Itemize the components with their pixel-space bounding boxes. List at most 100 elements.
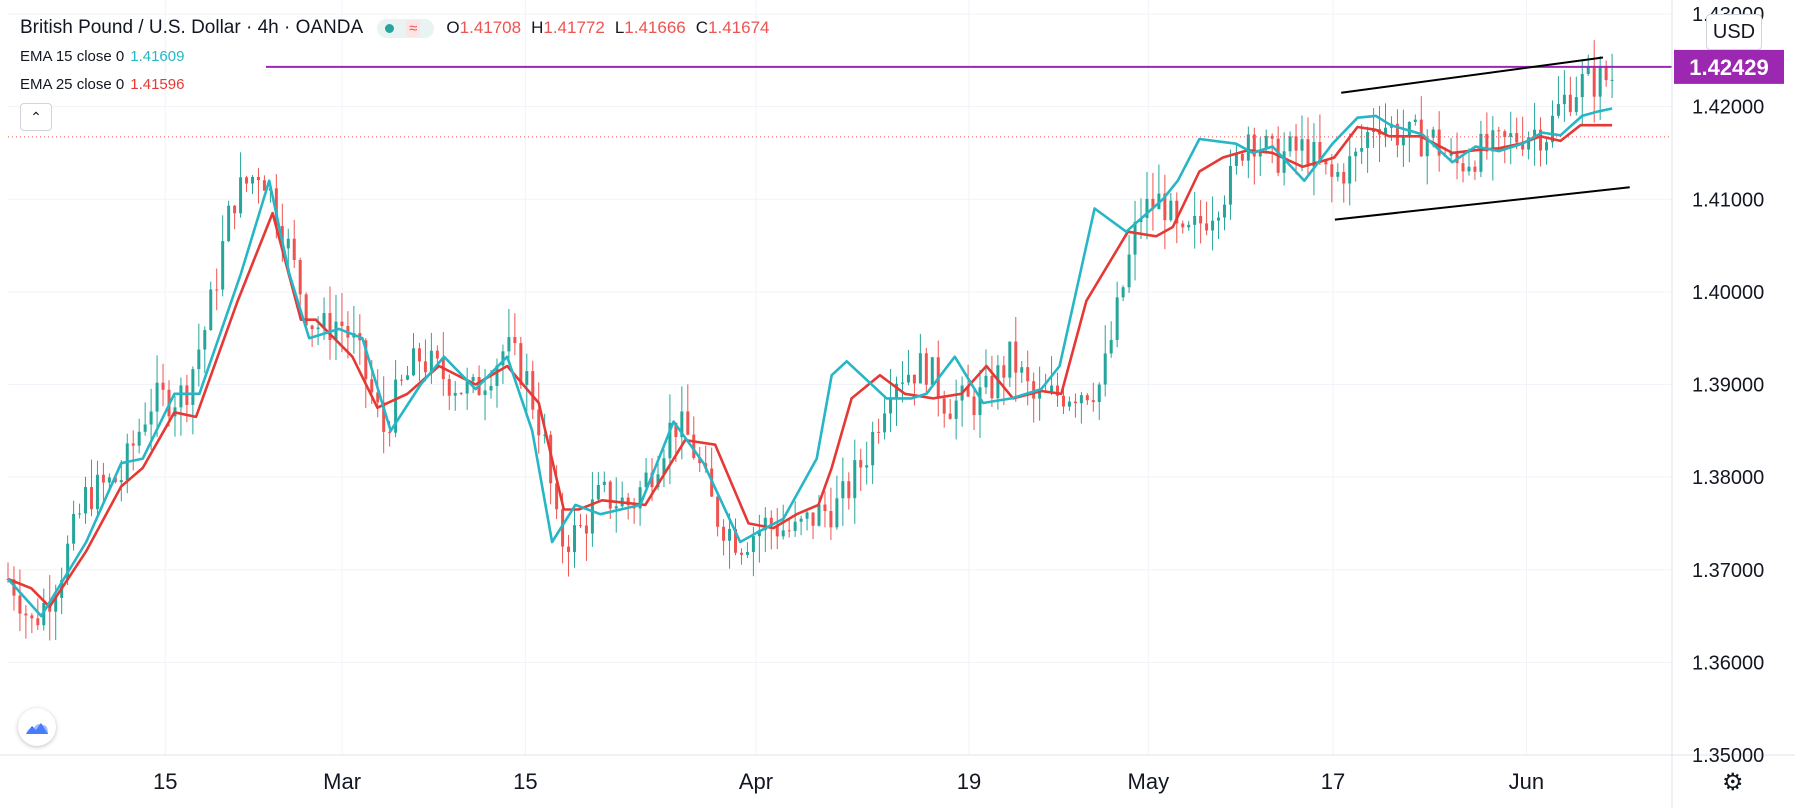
candle-body — [525, 371, 529, 385]
candle — [841, 457, 845, 526]
candle-body — [644, 472, 648, 488]
candle — [1032, 372, 1036, 423]
candle-body — [54, 597, 58, 612]
candle-body — [829, 511, 833, 528]
candle — [1288, 131, 1292, 157]
candle — [1222, 195, 1226, 231]
candle-body — [1568, 94, 1572, 113]
candle-body — [1473, 166, 1477, 172]
candle-body — [1228, 165, 1232, 205]
candle-body — [465, 381, 469, 394]
candle — [1133, 200, 1137, 281]
candle-body — [1431, 129, 1435, 138]
candle-body — [89, 487, 93, 510]
candle — [1163, 174, 1167, 250]
candle-body — [66, 543, 70, 581]
candle — [423, 339, 427, 382]
collapse-legend-button[interactable]: ⌃ — [20, 103, 52, 131]
candle — [1312, 123, 1316, 196]
candle-body — [1067, 401, 1071, 407]
candle — [978, 370, 982, 438]
candle — [1085, 393, 1089, 405]
candle — [578, 513, 582, 529]
candle-body — [400, 379, 404, 381]
symbol-title[interactable]: British Pound / U.S. Dollar · 4h · OANDA — [20, 17, 364, 38]
candle-body — [429, 350, 433, 373]
candle-body — [1240, 154, 1244, 161]
candle-body — [304, 294, 308, 326]
candle — [1103, 325, 1107, 397]
candle — [400, 374, 404, 386]
candle — [716, 492, 720, 537]
candle-body — [668, 422, 672, 459]
candle-body — [942, 398, 946, 414]
candle — [459, 392, 463, 396]
candle-body — [1061, 395, 1065, 407]
candle — [1127, 235, 1131, 294]
candle-body — [930, 357, 934, 385]
candle-body — [1222, 204, 1226, 218]
candle-body — [1258, 149, 1262, 157]
candle-body — [889, 397, 893, 414]
time-tick-label: 19 — [957, 769, 981, 794]
candle-body — [799, 518, 803, 522]
candle-body — [274, 188, 278, 227]
candle — [620, 481, 624, 508]
candle-body — [626, 497, 630, 506]
indicator-ema25[interactable]: EMA 25 close 0 1.41596 — [20, 70, 779, 98]
candle-body — [1395, 123, 1399, 146]
candle — [573, 509, 577, 568]
time-tick-label: 17 — [1321, 769, 1345, 794]
candle — [805, 510, 809, 531]
candle-body — [1217, 217, 1221, 221]
market-open-dot-icon — [385, 23, 395, 33]
chart-overlays — [8, 56, 1672, 221]
indicator-ema15[interactable]: EMA 15 close 0 1.41609 — [20, 42, 779, 70]
candle — [143, 402, 147, 436]
candle-body — [602, 481, 606, 485]
candle-body — [256, 176, 260, 181]
candle — [632, 498, 636, 524]
candle — [1545, 137, 1549, 165]
candle — [769, 510, 773, 550]
candle — [1026, 350, 1030, 406]
ohlc-high-key: H — [531, 18, 544, 37]
candle-body — [250, 176, 254, 184]
candle — [245, 175, 249, 192]
candle — [644, 458, 648, 490]
candle-body — [298, 260, 302, 295]
candle — [525, 353, 529, 414]
currency-button[interactable]: USD — [1706, 14, 1762, 50]
candle-body — [1091, 400, 1095, 403]
trendline-0 — [1341, 56, 1604, 94]
candle-body — [507, 337, 511, 352]
candle-body — [382, 402, 386, 432]
candle-body — [787, 530, 791, 532]
candle — [537, 382, 541, 454]
candle-body — [1032, 381, 1036, 399]
candle-body — [841, 481, 845, 499]
candle-body — [1133, 221, 1137, 255]
candle-body — [912, 374, 916, 384]
candle-body — [608, 481, 612, 509]
candle-body — [537, 409, 541, 436]
candle-body — [984, 375, 988, 388]
chart-settings-gear-icon[interactable]: ⚙ — [1722, 769, 1744, 796]
tradingview-logo-button[interactable] — [18, 708, 56, 746]
candle — [1234, 143, 1238, 175]
candle — [429, 332, 433, 384]
time-tick-label: 15 — [513, 769, 537, 794]
candle — [1485, 112, 1489, 160]
candle-body — [1383, 127, 1387, 135]
candle — [161, 363, 165, 407]
candle — [871, 421, 875, 484]
candle-body — [775, 526, 779, 537]
candle-body — [1425, 137, 1429, 157]
candle — [662, 449, 666, 488]
candle-body — [1038, 391, 1042, 399]
candle-body — [495, 365, 499, 386]
ohlc-high-value: 1.41772 — [543, 18, 605, 37]
market-status-badge[interactable]: ≈ — [377, 18, 435, 38]
candle-body — [1574, 97, 1578, 113]
